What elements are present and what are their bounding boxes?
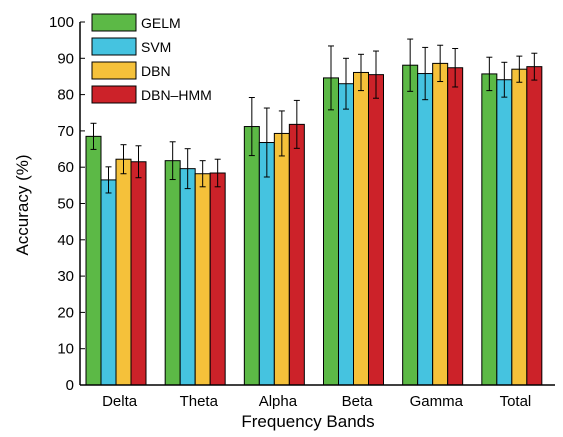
y-tick-label: 100	[49, 14, 74, 31]
legend: GELM SVM DBN DBN–HMM	[91, 13, 212, 104]
x-tick-label: Beta	[342, 393, 374, 410]
x-tick-label: Alpha	[259, 393, 298, 410]
x-tick-label: Delta	[102, 393, 138, 410]
y-tick-label: 40	[57, 232, 74, 249]
y-tick-label: 0	[66, 377, 74, 394]
bar-dbn-theta	[194, 173, 211, 386]
y-tick-label: 30	[57, 268, 74, 285]
x-axis-label: Frequency Bands	[241, 412, 374, 431]
y-axis-label: Accuracy (%)	[13, 154, 32, 255]
y-tick-label: 20	[57, 304, 74, 321]
bar-gelm-total	[481, 73, 498, 386]
bar-dbn-hmm-beta	[368, 74, 384, 386]
y-tick-label: 10	[57, 341, 74, 358]
bar-dbn-total	[511, 68, 528, 386]
bar-dbn-alpha	[273, 132, 290, 386]
bar-gelm-theta	[164, 160, 181, 386]
y-tick-label: 50	[57, 196, 74, 213]
legend-label: SVM	[141, 39, 171, 55]
bar-svm-gamma	[417, 73, 434, 386]
bar-dbn-hmm-alpha	[288, 123, 305, 386]
bar-gelm-alpha	[243, 126, 260, 386]
x-tick-label: Theta	[180, 393, 219, 410]
bar-dbn-gamma	[432, 62, 449, 386]
x-tick-label: Total	[500, 393, 532, 410]
error-bars-layer	[90, 38, 538, 194]
y-tick-label: 90	[57, 50, 74, 67]
bar-gelm-delta	[85, 135, 102, 386]
axes-layer: Delta Theta Alpha Beta Gamma Total 0 10 20 30 40 50…	[49, 14, 555, 410]
legend-label: DBN–HMM	[141, 87, 212, 103]
bar-svm-beta	[338, 83, 354, 386]
legend-swatch-dbn	[91, 61, 137, 80]
bar-svm-theta	[179, 168, 196, 386]
bar-svm-alpha	[258, 142, 275, 386]
legend-swatch-dbn-hmm	[91, 85, 137, 104]
y-tick-label: 80	[57, 87, 74, 104]
bar-gelm-gamma	[402, 64, 419, 386]
y-tick-label: 60	[57, 159, 74, 176]
bar-dbn-beta	[353, 71, 369, 386]
bar-dbn-hmm-gamma	[447, 67, 464, 386]
x-tick-label: Gamma	[410, 393, 464, 410]
legend-swatch-svm	[91, 37, 137, 56]
bar-dbn-hmm-theta	[209, 172, 226, 386]
bars-layer	[85, 62, 543, 386]
bar-svm-delta	[100, 179, 117, 386]
bar-dbn-hmm-total	[526, 66, 543, 386]
legend-label: DBN	[141, 63, 171, 79]
bar-svm-total	[496, 79, 513, 386]
bar-dbn-hmm-delta	[130, 161, 147, 386]
legend-swatch-gelm	[91, 13, 137, 32]
legend-label: GELM	[141, 15, 181, 31]
bar-dbn-delta	[115, 158, 132, 386]
y-tick-label: 70	[57, 123, 74, 140]
bar-gelm-beta	[323, 77, 339, 386]
